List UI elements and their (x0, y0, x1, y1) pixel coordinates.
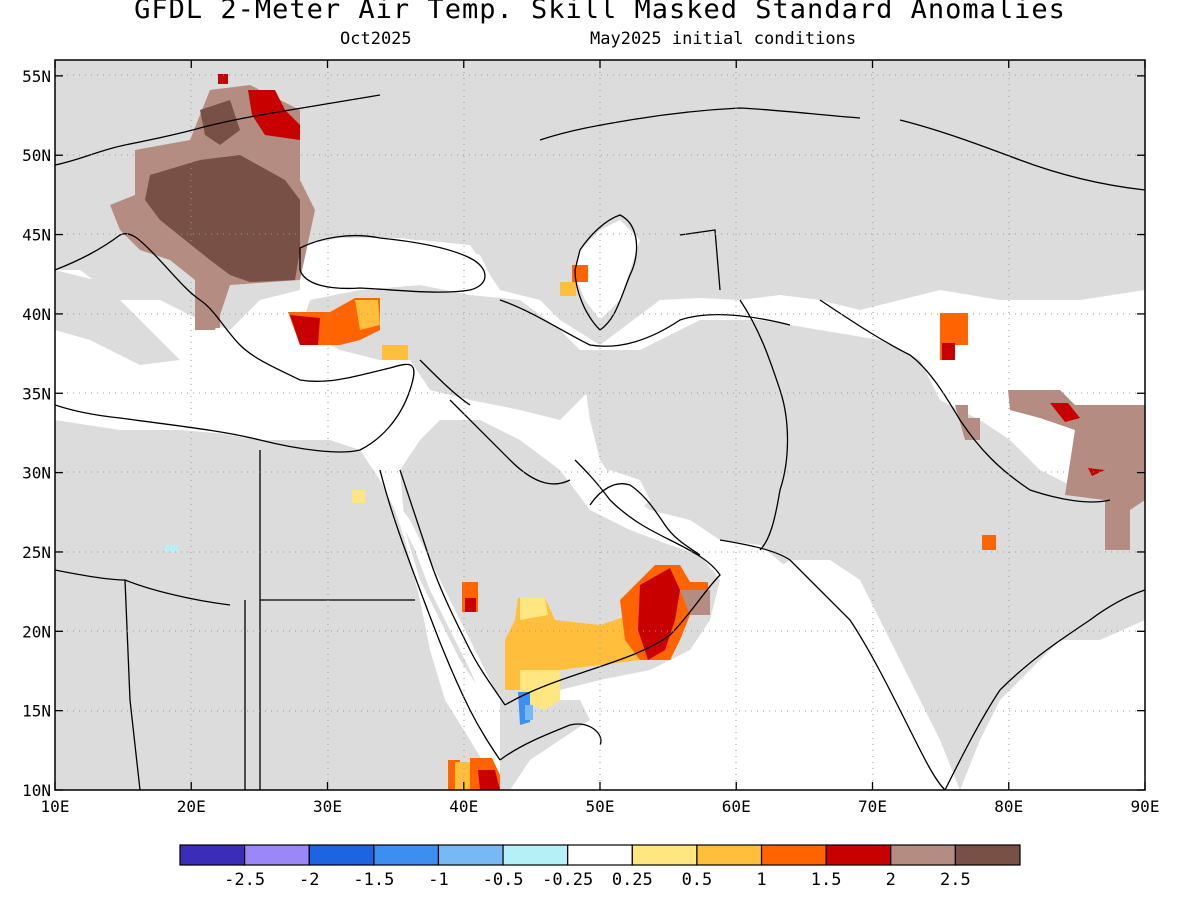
colorbar-label: -2 (299, 870, 319, 890)
lat-tick-label: 55N (22, 67, 51, 86)
water-bodies (55, 220, 1145, 790)
lon-tick-label: 90E (1131, 797, 1160, 816)
lon-tick-label: 70E (858, 797, 887, 816)
lat-tick-label: 30N (22, 464, 51, 483)
anomaly-eastern-europe (110, 74, 315, 330)
lat-tick-label: 25N (22, 543, 51, 562)
colorbar-label: 0.25 (612, 870, 653, 890)
map-title: GFDL 2-Meter Air Temp. Skill Masked Stan… (134, 0, 1066, 25)
colorbar-label: 2 (886, 870, 896, 890)
lat-tick-label: 50N (22, 146, 51, 165)
colorbar-swatch (244, 844, 310, 866)
colorbar-swatch (179, 844, 246, 866)
lon-tick-label: 80E (994, 797, 1023, 816)
init-conditions-label: May2025 initial conditions (590, 29, 857, 49)
anomaly-western-turkey (288, 298, 408, 503)
axis-ticks: 10E 20E 30E 40E 50E 60E 70E 80E 90E 10N 15N 20N 25N 3… (22, 60, 1159, 816)
colorbar-swatch (760, 844, 827, 866)
colorbar-swatch (696, 844, 763, 866)
lon-tick-label: 40E (449, 797, 478, 816)
lon-tick-label: 10E (41, 797, 70, 816)
colorbar-swatch (502, 844, 569, 866)
lat-tick-label: 45N (22, 226, 51, 245)
colorbar-swatch (308, 844, 375, 866)
lat-tick-label: 40N (22, 305, 51, 324)
anomaly-south-asia-tibet (940, 313, 1145, 550)
lon-tick-label: 60E (722, 797, 751, 816)
lat-tick-label: 35N (22, 384, 51, 403)
anomaly-arabia (165, 545, 710, 725)
colorbar-label: 1 (756, 870, 766, 890)
colorbar-label: -1 (428, 870, 448, 890)
anomaly-horn-of-africa (448, 758, 500, 790)
colorbar-label: -0.25 (542, 870, 593, 890)
colorbar-label: -2.5 (224, 870, 265, 890)
lon-tick-label: 50E (586, 797, 615, 816)
colorbar-label: 2.5 (940, 870, 971, 890)
colorbar-swatch (890, 844, 956, 866)
colorbar-label: 1.5 (811, 870, 842, 890)
colorbar: -2.5 -2 -1.5 -1 -0.5 -0.25 0.25 0.5 1 1.5 2 2.5 (179, 844, 1021, 890)
colorbar-swatch (437, 844, 504, 866)
lon-tick-label: 30E (313, 797, 342, 816)
lat-tick-label: 20N (22, 622, 51, 641)
colorbar-label: -1.5 (353, 870, 394, 890)
lat-tick-label: 15N (22, 702, 51, 721)
lat-tick-label: 10N (22, 781, 51, 800)
colorbar-swatch (631, 844, 698, 866)
lon-tick-label: 20E (177, 797, 206, 816)
colorbar-label: 0.5 (682, 870, 713, 890)
colorbar-swatch (954, 844, 1021, 866)
colorbar-label: -0.5 (483, 870, 524, 890)
colorbar-swatch (825, 844, 892, 866)
coastlines (55, 94, 1145, 790)
valid-month-label: Oct2025 (340, 29, 412, 49)
colorbar-swatch (373, 844, 440, 866)
colorbar-swatch (567, 844, 633, 866)
